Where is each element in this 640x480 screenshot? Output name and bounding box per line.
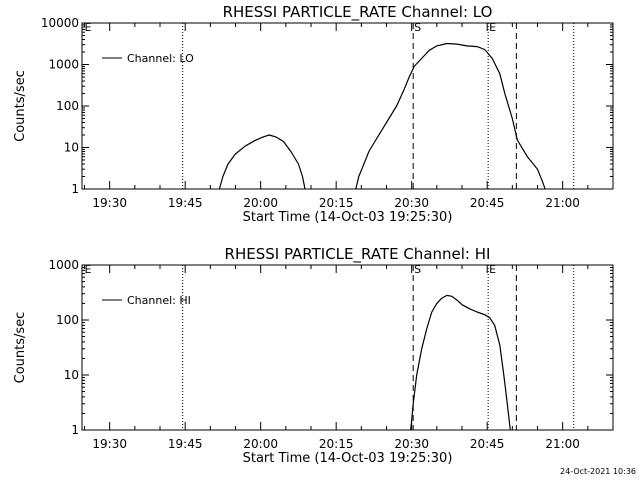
event-marker-label: E — [489, 263, 496, 276]
x-tick-label: 19:30 — [92, 437, 127, 451]
y-tick-label: 1000 — [48, 58, 79, 72]
y-axis-label: Counts/sec — [13, 312, 28, 384]
x-tick-label: 20:15 — [319, 196, 354, 210]
x-tick-label: 19:45 — [168, 196, 203, 210]
y-tick-label: 10 — [64, 368, 79, 382]
x-tick-label: 20:00 — [243, 196, 278, 210]
y-tick-label: 10 — [64, 141, 79, 155]
chart-panel-2: RHESSI PARTICLE_RATE Channel: HI 1 10 100 10… — [13, 245, 614, 466]
series-line-channel-lo-segment-2 — [355, 42, 546, 190]
y-tick-label: 1 — [71, 182, 79, 196]
plot-frame — [81, 264, 614, 431]
event-marker-label: S — [414, 263, 421, 276]
x-tick-label: 20:45 — [470, 437, 505, 451]
event-marker-label: E — [85, 263, 92, 276]
x-tick-label: 20:00 — [243, 437, 278, 451]
event-marker-label: E — [85, 21, 92, 34]
y-axis-label: Counts/sec — [13, 70, 28, 142]
x-tick-label: 20:30 — [394, 196, 429, 210]
x-tick-label: 20:30 — [394, 437, 429, 451]
legend-label: Channel: LO — [127, 52, 194, 65]
x-axis-label: Start Time (14-Oct-03 19:25:30) — [243, 210, 453, 225]
x-tick-label: 21:00 — [545, 437, 580, 451]
x-axis-label: Start Time (14-Oct-03 19:25:30) — [243, 451, 453, 466]
x-tick-label: 19:30 — [92, 196, 127, 210]
event-marker-label: E — [489, 21, 496, 34]
chart-panels: RHESSI PARTICLE_RATE Channel: LO 1 10 100 10… — [13, 3, 614, 466]
y-tick-label: 10000 — [41, 16, 79, 30]
series-line-channel-hi-segment-1 — [410, 294, 511, 431]
x-tick-label: 19:45 — [168, 437, 203, 451]
chart-title: RHESSI PARTICLE_RATE Channel: HI — [225, 245, 491, 264]
chart-title: RHESSI PARTICLE_RATE Channel: LO — [223, 3, 493, 22]
y-tick-label: 1 — [71, 423, 79, 437]
x-tick-label: 20:45 — [470, 196, 505, 210]
x-tick-label: 20:15 — [319, 437, 354, 451]
y-tick-label: 100 — [56, 313, 79, 327]
y-tick-label: 100 — [56, 99, 79, 113]
x-tick-label: 21:00 — [545, 196, 580, 210]
event-marker-label: S — [414, 21, 421, 34]
footer-timestamp: 24-Oct-2021 10:36 — [560, 467, 636, 476]
chart-panel-1: RHESSI PARTICLE_RATE Channel: LO 1 10 100 10… — [13, 3, 614, 225]
series-line-channel-lo-segment-1 — [218, 134, 306, 190]
y-tick-label: 1000 — [48, 258, 79, 272]
legend-label: Channel: HI — [127, 294, 191, 307]
